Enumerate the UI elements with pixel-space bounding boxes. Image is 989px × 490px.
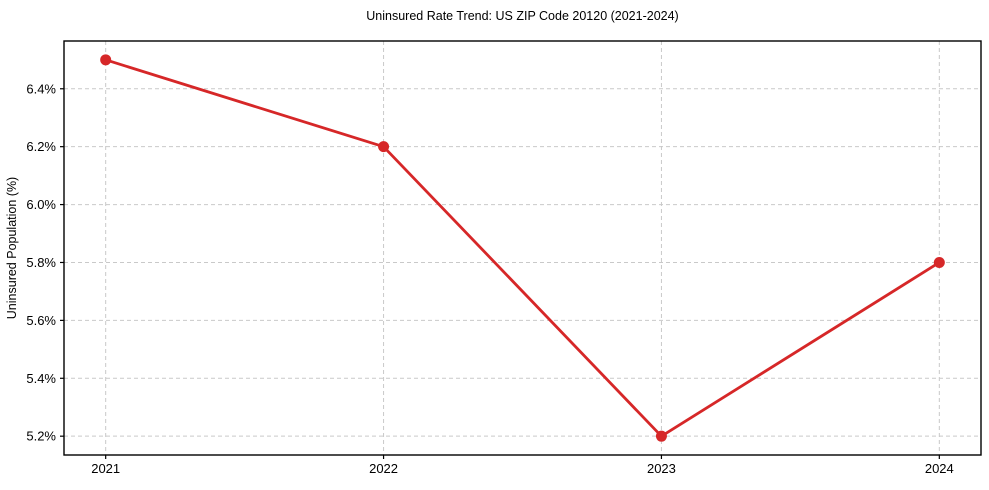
data-point-marker — [378, 141, 390, 153]
y-axis-label: Uninsured Population (%) — [5, 177, 19, 319]
y-tick-label: 5.4% — [26, 371, 56, 386]
data-point-marker — [933, 256, 945, 268]
plot-border — [63, 40, 982, 456]
data-point-marker — [655, 430, 667, 442]
y-tick-label: 5.6% — [26, 313, 56, 328]
data-point-marker — [100, 54, 112, 66]
y-tick-label: 5.2% — [26, 429, 56, 444]
x-tick-label: 2023 — [647, 461, 676, 476]
x-tick-label: 2021 — [91, 461, 120, 476]
y-tick-label: 6.0% — [26, 197, 56, 212]
y-tick-label: 6.4% — [26, 81, 56, 96]
chart-title: Uninsured Rate Trend: US ZIP Code 20120 … — [366, 9, 678, 23]
trend-line-series — [100, 54, 945, 442]
x-tick-label: 2024 — [925, 461, 954, 476]
axis-labels: Uninsured Rate Trend: US ZIP Code 20120 … — [5, 9, 954, 476]
x-tick-label: 2022 — [369, 461, 398, 476]
axes — [60, 40, 982, 459]
gridlines — [64, 41, 981, 455]
trend-line — [104, 58, 941, 438]
y-tick-label: 5.8% — [26, 255, 56, 270]
y-tick-label: 6.2% — [26, 139, 56, 154]
